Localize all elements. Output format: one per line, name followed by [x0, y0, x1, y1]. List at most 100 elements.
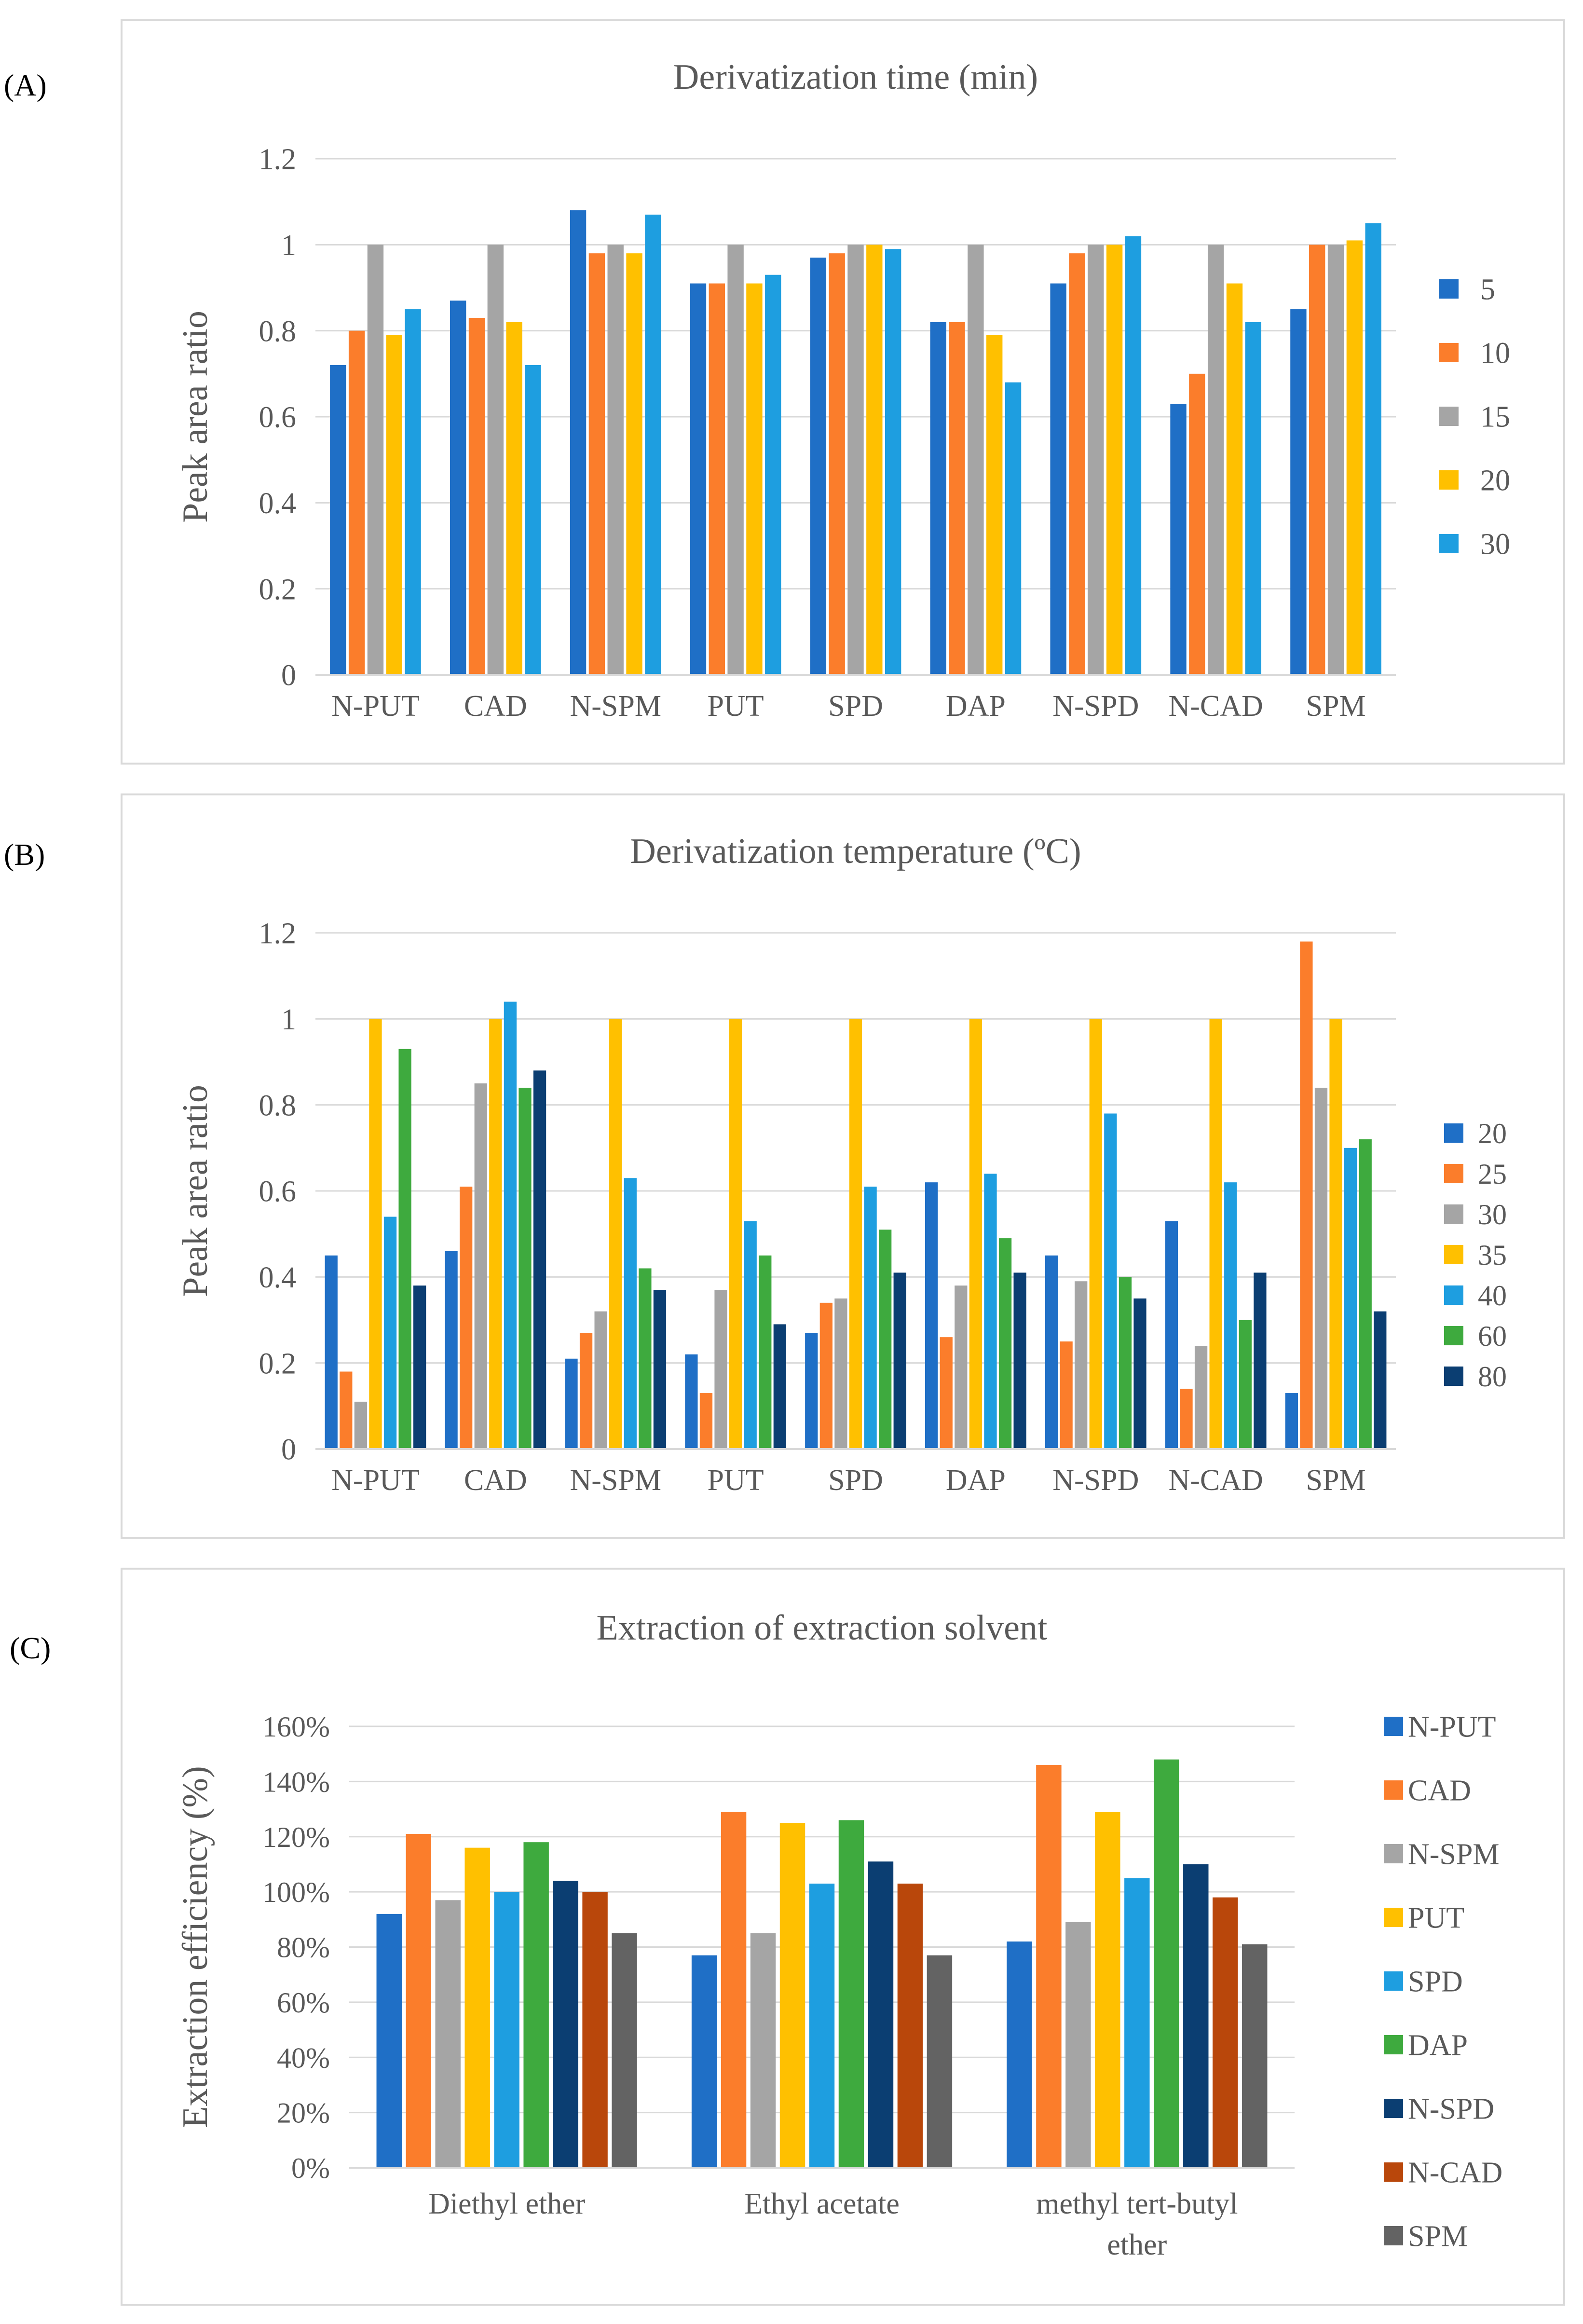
bar-80-DAP: [1013, 1272, 1026, 1449]
bar-20-N-SPM: [626, 253, 642, 675]
legend-label-N-SPM: N-SPM: [1408, 1838, 1500, 1871]
legend-label-SPD: SPD: [1408, 1966, 1463, 1998]
bar-CAD-Diethyl ether: [406, 1834, 431, 2168]
legend-label-N-PUT: N-PUT: [1408, 1711, 1496, 1744]
x-category-label: SPM: [1306, 690, 1366, 723]
bar-40-PUT: [744, 1221, 757, 1449]
x-category-label: PUT: [708, 690, 764, 723]
bar-N-CAD-Ethyl acetate: [897, 1883, 923, 2168]
bar-SPD-Diethyl ether: [494, 1892, 519, 2168]
legend-label-20: 20: [1480, 465, 1510, 497]
bar-15-N-SPM: [607, 245, 624, 675]
x-category-label: N-SPD: [1052, 1464, 1139, 1497]
bar-30-N-PUT: [405, 309, 421, 675]
legend-swatch-40: [1444, 1285, 1463, 1305]
bar-20-DAP: [925, 1182, 938, 1449]
bar-40-SPM: [1344, 1148, 1357, 1449]
legend-label-80: 80: [1478, 1361, 1507, 1393]
bar-40-N-SPM: [624, 1178, 637, 1449]
legend-label-60: 60: [1478, 1320, 1507, 1352]
bar-30-N-PUT: [354, 1401, 368, 1449]
bar-40-SPD: [864, 1187, 877, 1449]
bar-40-N-PUT: [383, 1217, 397, 1449]
bar-DAP-Diethyl ether: [523, 1842, 549, 2168]
legend-swatch-20: [1444, 1123, 1463, 1143]
legend-label-30: 30: [1478, 1199, 1507, 1230]
bar-20-CAD: [445, 1251, 458, 1449]
legend-label-DAP: DAP: [1408, 2029, 1468, 2062]
bar-30-SPD: [885, 249, 901, 675]
y-tick-label: 0.4: [259, 1261, 297, 1294]
bar-5-N-CAD: [1170, 404, 1187, 675]
y-tick-label: 0: [281, 659, 296, 692]
bar-15-N-PUT: [367, 245, 384, 675]
legend-swatch-SPD: [1384, 1971, 1403, 1991]
bar-25-N-SPD: [1060, 1341, 1073, 1449]
bar-35-SPM: [1329, 1019, 1342, 1449]
y-tick-label: 0.8: [259, 315, 297, 348]
y-tick-label: 1: [281, 1003, 296, 1036]
x-category-label: SPM: [1306, 1464, 1366, 1497]
bar-SPM-Ethyl acetate: [927, 1955, 953, 2168]
bar-60-CAD: [519, 1088, 532, 1449]
chart-a: Derivatization time (min) 0 0.2 0.4 0.6 0.8 1 1…: [176, 57, 1510, 723]
bar-30-SPM: [1314, 1088, 1328, 1449]
bar-PUT-Ethyl acetate: [779, 1823, 805, 2168]
panel-label-a: (A): [4, 68, 47, 102]
bar-SPD-Ethyl acetate: [809, 1883, 835, 2168]
y-axis-label: Extraction efficiency (%): [176, 1766, 215, 2128]
bar-10-SPD: [829, 253, 845, 675]
bar-N-SPD-methyl tert-butyl ether: [1183, 1864, 1209, 2168]
bar-N-CAD-Diethyl ether: [582, 1892, 608, 2168]
legend-swatch-N-PUT: [1384, 1717, 1403, 1736]
legend-label-15: 15: [1480, 401, 1510, 434]
bar-25-CAD: [460, 1187, 473, 1449]
bar-60-SPM: [1359, 1139, 1372, 1449]
bar-20-SPD: [866, 245, 883, 675]
chart-panel-b: Derivatization temperature (ºC) 0 0.2 0.4 0.…: [121, 793, 1565, 1539]
bar-30-PUT: [765, 274, 781, 675]
bar-30-CAD: [525, 365, 541, 675]
bar-30-N-SPD: [1125, 236, 1142, 675]
x-category-label: N-SPM: [570, 690, 661, 723]
bar-N-SPM-Ethyl acetate: [750, 1933, 776, 2168]
bar-10-DAP: [949, 322, 965, 675]
bar-10-PUT: [709, 283, 725, 675]
y-axis-label: Peak area ratio: [176, 1085, 215, 1297]
y-tick-label: 1.2: [259, 143, 297, 176]
bar-5-DAP: [930, 322, 946, 675]
bar-35-DAP: [969, 1019, 983, 1449]
bar-20-DAP: [986, 335, 1003, 675]
y-tick-label: 120%: [262, 1821, 330, 1853]
chart-panel-a: Derivatization time (min) 0 0.2 0.4 0.6 0.8 1 1…: [121, 19, 1565, 765]
bar-15-N-SPD: [1088, 245, 1104, 675]
bar-25-N-SPM: [579, 1333, 593, 1449]
legend-swatch-20: [1439, 470, 1459, 490]
legend-swatch-60: [1444, 1326, 1463, 1345]
bar-25-N-PUT: [340, 1371, 353, 1449]
y-tick-label: 160%: [262, 1711, 330, 1743]
y-axis-label: Peak area ratio: [176, 311, 215, 523]
legend-label-20: 20: [1478, 1118, 1507, 1149]
bar-60-N-SPD: [1119, 1277, 1132, 1449]
y-tick-label: 0.2: [259, 573, 297, 606]
x-category-label: N-SPM: [570, 1464, 661, 1497]
bar-N-PUT-Ethyl acetate: [691, 1955, 717, 2168]
bar-60-DAP: [998, 1238, 1012, 1449]
legend-swatch-15: [1439, 407, 1459, 426]
bar-5-N-SPM: [570, 210, 587, 675]
bar-30-SPM: [1365, 223, 1381, 675]
bar-35-N-SPM: [609, 1019, 622, 1449]
bar-80-SPD: [893, 1272, 906, 1449]
y-tick-label: 60%: [277, 1987, 330, 2019]
legend-label-35: 35: [1478, 1239, 1507, 1271]
bar-30-N-SPD: [1075, 1281, 1088, 1449]
x-category-label: N-CAD: [1169, 690, 1263, 723]
legend-label-25: 25: [1478, 1158, 1507, 1190]
panel-label-c: (C): [10, 1631, 51, 1665]
bar-20-N-PUT: [386, 335, 402, 675]
y-tick-label: 140%: [262, 1766, 330, 1798]
legend-label-CAD: CAD: [1408, 1775, 1471, 1807]
y-tick-label: 0.8: [259, 1089, 297, 1122]
bar-20-N-SPM: [565, 1358, 578, 1449]
